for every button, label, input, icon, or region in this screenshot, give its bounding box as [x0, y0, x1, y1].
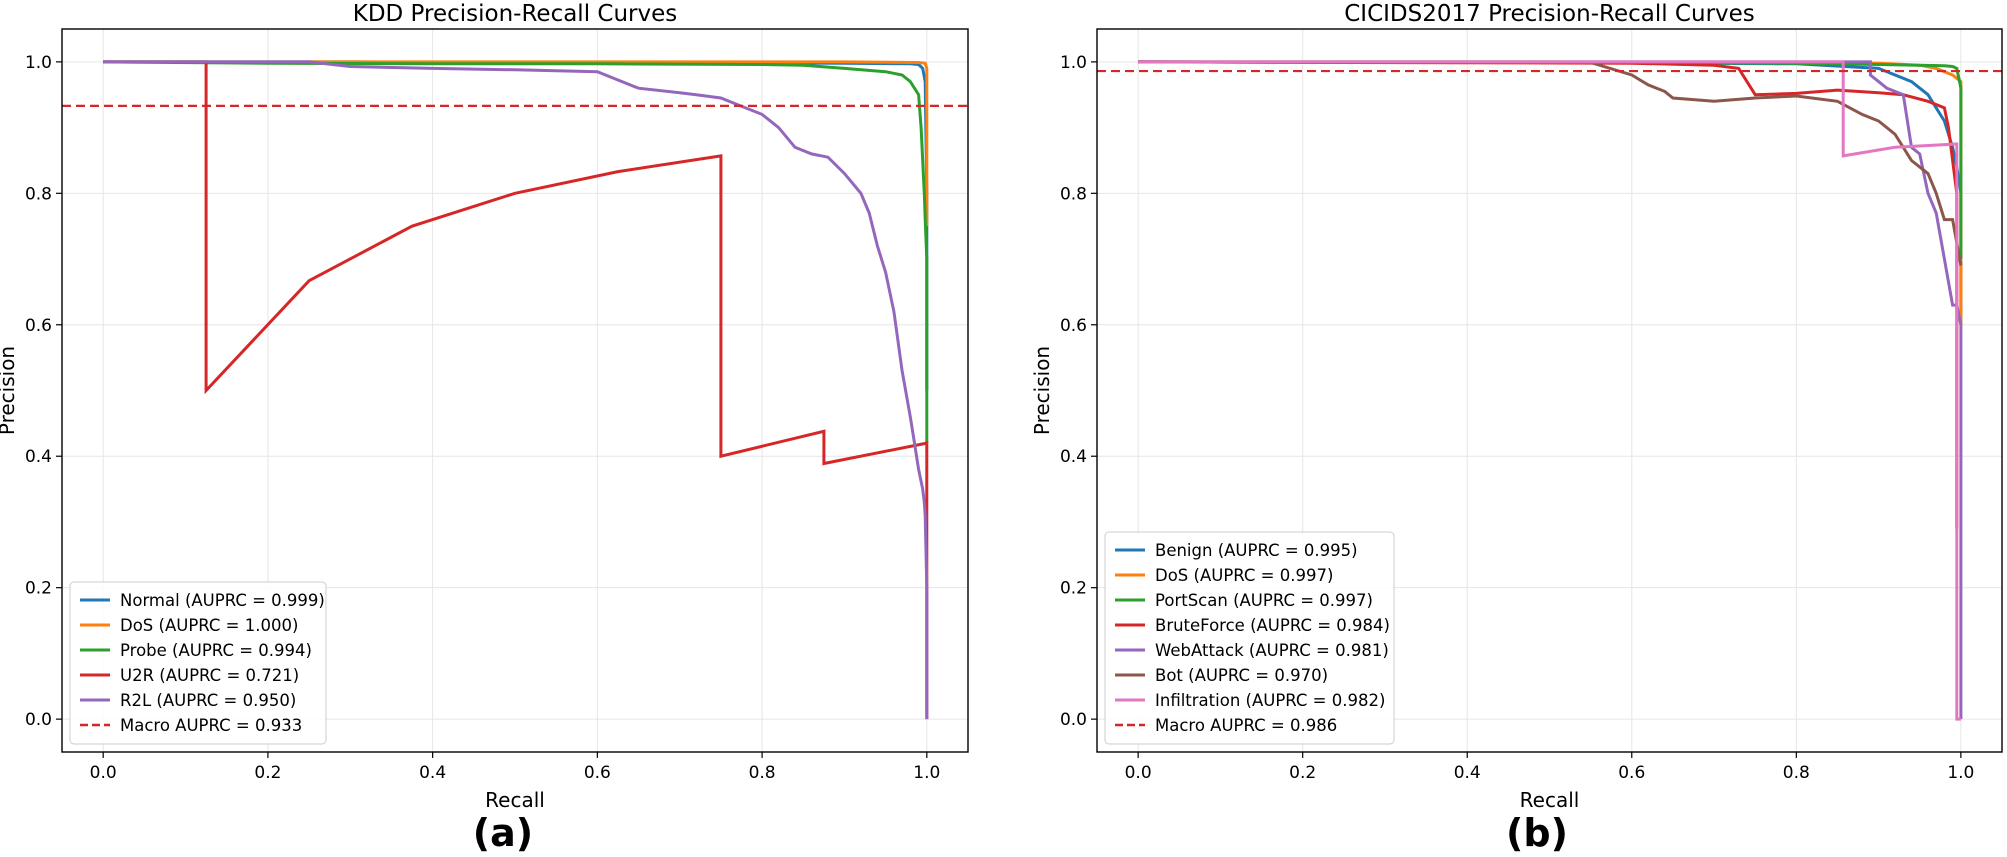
y-tick-label: 0.2 — [1060, 579, 1087, 599]
x-tick-label: 0.6 — [1618, 763, 1645, 783]
legend-entry-label: Bot (AUPRC = 0.970) — [1155, 666, 1328, 685]
y-tick-label: 0.6 — [1060, 316, 1087, 336]
x-axis-label: Recall — [1520, 788, 1580, 812]
series-line-u2r — [103, 60, 929, 720]
series-line-bot — [1138, 60, 1963, 266]
y-tick-label: 1.0 — [25, 53, 52, 73]
panel-label-b: (b) — [1506, 811, 1568, 855]
axes-frame — [1096, 28, 2003, 753]
cicids2017-chart-panel: 0.0 0.2 0.4 0.6 0.8 1.0 0.0 0.2 0.4 0.6 0.8 1.0 CICI… — [1030, 1, 2003, 812]
legend-box — [69, 581, 327, 745]
legend-entry-label: Benign (AUPRC = 0.995) — [1155, 541, 1358, 560]
y-axis-label: Precision — [0, 346, 19, 435]
legend-entry-label: DoS (AUPRC = 1.000) — [120, 616, 298, 635]
x-tick-label: 0.2 — [254, 763, 281, 783]
series-line-infiltration — [1138, 60, 1961, 721]
legend-entry-label: WebAttack (AUPRC = 0.981) — [1155, 641, 1389, 660]
y-tick-label: 0.4 — [1060, 447, 1087, 467]
x-tick-label: 0.0 — [1125, 763, 1152, 783]
panel-label-a: (a) — [473, 811, 533, 855]
kdd-chart-panel: 0.0 0.2 0.4 0.6 0.8 1.0 0.0 0.2 0.4 0.6 0.8 1.0 KDD … — [0, 1, 969, 812]
legend-entry-label: DoS (AUPRC = 0.997) — [1155, 566, 1333, 585]
y-tick-label: 1.0 — [1060, 53, 1087, 73]
legend-entry-label: R2L (AUPRC = 0.950) — [120, 691, 296, 710]
legend-entry-label: Macro AUPRC = 0.933 — [120, 716, 302, 735]
y-tick-label: 0.0 — [1060, 710, 1087, 730]
legend-entry-label: PortScan (AUPRC = 0.997) — [1155, 591, 1373, 610]
y-tick-label: 0.4 — [25, 447, 52, 467]
x-tick-label: 0.0 — [90, 763, 117, 783]
x-tick-label: 1.0 — [1947, 763, 1974, 783]
legend-entry-label: Infiltration (AUPRC = 0.982) — [1155, 691, 1385, 710]
x-tick-label: 0.6 — [584, 763, 611, 783]
legend-entry-label: Normal (AUPRC = 0.999) — [120, 591, 325, 610]
chart-title: KDD Precision-Recall Curves — [353, 1, 678, 27]
y-tick-label: 0.8 — [1060, 184, 1087, 204]
plot-area — [1097, 60, 2002, 721]
legend: Benign (AUPRC = 0.995) DoS (AUPRC = 0.997… — [1104, 531, 1395, 745]
legend: Normal (AUPRC = 0.999) DoS (AUPRC = 1.000… — [69, 581, 327, 745]
plot-area — [62, 60, 968, 720]
series-line-dos — [103, 60, 929, 227]
legend-entry-label: Macro AUPRC = 0.986 — [1155, 716, 1337, 735]
x-tick-label: 0.4 — [419, 763, 446, 783]
x-tick-label: 0.4 — [1454, 763, 1481, 783]
y-axis-label: Precision — [1030, 346, 1054, 435]
series-line-probe — [103, 60, 929, 444]
legend-entry-label: Probe (AUPRC = 0.994) — [120, 641, 312, 660]
legend-entry-label: U2R (AUPRC = 0.721) — [120, 666, 299, 685]
y-tick-label: 0.2 — [25, 579, 52, 599]
series-line-r2l — [103, 60, 929, 720]
x-tick-label: 0.8 — [749, 763, 776, 783]
axes-frame — [61, 28, 969, 753]
legend-entry-label: BruteForce (AUPRC = 0.984) — [1155, 616, 1390, 635]
series-line-normal — [103, 60, 929, 391]
series-line-bruteforce — [1138, 60, 1959, 529]
legend-box — [1104, 531, 1395, 745]
y-tick-label: 0.0 — [25, 710, 52, 730]
y-tick-label: 0.6 — [25, 316, 52, 336]
y-tick-label: 0.8 — [25, 184, 52, 204]
chart-title: CICIDS2017 Precision-Recall Curves — [1344, 1, 1755, 27]
x-axis-label: Recall — [485, 788, 545, 812]
x-tick-label: 0.2 — [1289, 763, 1316, 783]
x-tick-label: 1.0 — [913, 763, 940, 783]
x-tick-label: 0.8 — [1783, 763, 1810, 783]
